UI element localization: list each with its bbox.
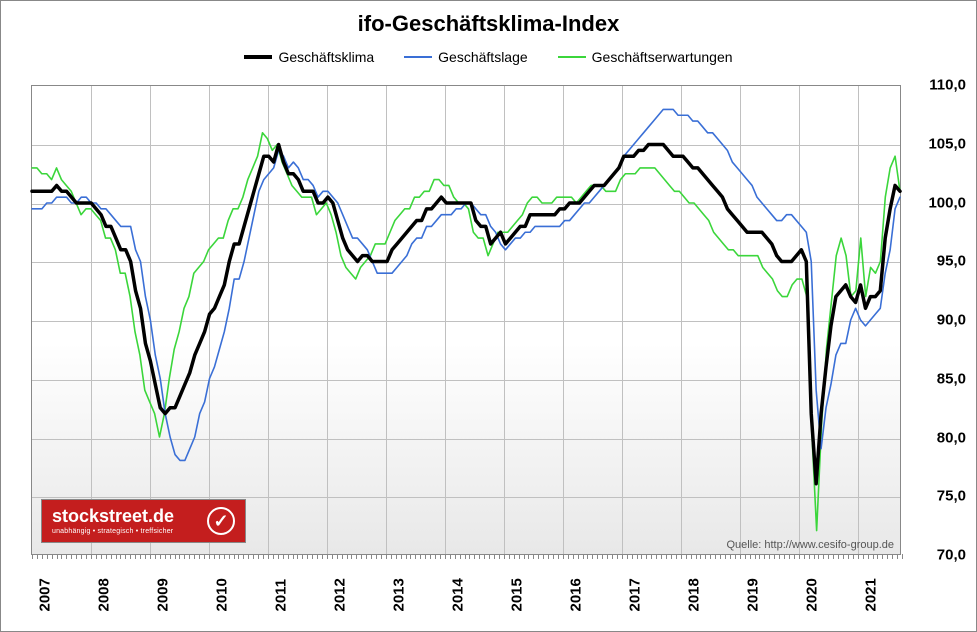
legend-swatch-lage bbox=[404, 56, 432, 58]
y-axis: 70,075,080,085,090,095,0100,0105,0110,0 bbox=[906, 85, 966, 555]
legend-item-klima: Geschäftsklima bbox=[244, 49, 374, 65]
x-axis-label: 2017 bbox=[626, 578, 643, 611]
logo-text: stockstreet.de unabhängig • strategisch … bbox=[52, 507, 174, 535]
y-axis-label: 95,0 bbox=[937, 253, 966, 270]
x-axis-label: 2012 bbox=[331, 578, 348, 611]
checkmark-icon: ✓ bbox=[207, 507, 235, 535]
x-axis-label: 2009 bbox=[154, 578, 171, 611]
x-axis: 2007 2008 2009 2010 2011 2012 2013 2014 2015 2016… bbox=[31, 559, 901, 629]
x-axis-label: 2021 bbox=[862, 578, 879, 611]
y-axis-label: 70,0 bbox=[937, 547, 966, 564]
series-Geschäftserwartungen bbox=[32, 133, 900, 531]
legend-label-klima: Geschäftsklima bbox=[278, 49, 374, 65]
source-label: Quelle: http://www.cesifo-group.de bbox=[726, 539, 894, 551]
stockstreet-logo: stockstreet.de unabhängig • strategisch … bbox=[41, 499, 246, 543]
legend-item-erwartungen: Geschäftserwartungen bbox=[558, 49, 733, 65]
x-axis-label: 2007 bbox=[37, 578, 54, 611]
y-axis-label: 100,0 bbox=[928, 194, 966, 211]
x-axis-label: 2013 bbox=[390, 578, 407, 611]
y-axis-label: 80,0 bbox=[937, 429, 966, 446]
logo-main-text: stockstreet.de bbox=[52, 507, 174, 525]
line-chart-svg bbox=[32, 86, 900, 554]
x-axis-label: 2011 bbox=[272, 579, 289, 612]
y-axis-label: 105,0 bbox=[928, 135, 966, 152]
plot-area bbox=[31, 85, 901, 555]
tick-mark bbox=[902, 554, 903, 559]
x-axis-label: 2008 bbox=[95, 578, 112, 611]
chart-title: ifo-Geschäftsklima-Index bbox=[1, 1, 976, 37]
x-axis-label: 2010 bbox=[213, 578, 230, 611]
logo-sub-text: unabhängig • strategisch • treffsicher bbox=[52, 528, 174, 535]
legend-label-lage: Geschäftslage bbox=[438, 49, 528, 65]
x-axis-label: 2015 bbox=[508, 578, 525, 611]
legend-label-erwartungen: Geschäftserwartungen bbox=[592, 49, 733, 65]
x-axis-label: 2014 bbox=[449, 578, 466, 611]
series-Geschäftsklima bbox=[32, 145, 900, 484]
y-axis-label: 75,0 bbox=[937, 488, 966, 505]
y-axis-label: 85,0 bbox=[937, 370, 966, 387]
legend-swatch-erwartungen bbox=[558, 56, 586, 58]
legend: Geschäftsklima Geschäftslage Geschäftser… bbox=[1, 37, 976, 73]
x-axis-label: 2019 bbox=[744, 578, 761, 611]
y-axis-label: 90,0 bbox=[937, 312, 966, 329]
y-axis-label: 110,0 bbox=[929, 77, 966, 94]
legend-swatch-klima bbox=[244, 55, 272, 59]
x-axis-label: 2018 bbox=[685, 578, 702, 611]
x-axis-label: 2016 bbox=[567, 578, 584, 611]
x-axis-label: 2020 bbox=[803, 578, 820, 611]
chart-container: ifo-Geschäftsklima-Index Geschäftsklima … bbox=[0, 0, 977, 632]
legend-item-lage: Geschäftslage bbox=[404, 49, 528, 65]
